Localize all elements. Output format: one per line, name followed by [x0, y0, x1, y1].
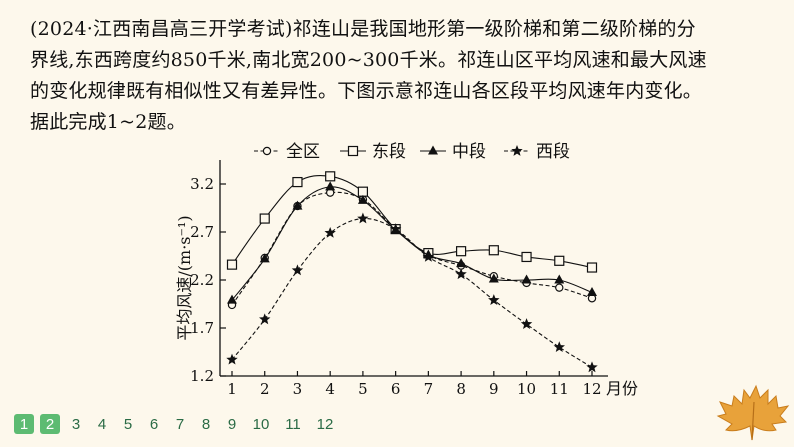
data-point: [259, 313, 271, 325]
page-link-5[interactable]: 5: [123, 415, 133, 433]
legend-marker: [262, 146, 272, 156]
data-point: [586, 262, 598, 273]
data-point: [554, 274, 565, 284]
data-point: [291, 264, 304, 276]
series-line-4: [231, 218, 593, 368]
x-tick-label: 4: [325, 380, 335, 398]
maple-leaf-icon: [716, 384, 790, 441]
legend-label: 东段: [372, 142, 406, 162]
x-tick-label: 5: [358, 380, 368, 398]
data-point: [325, 171, 336, 182]
data-point: [456, 258, 467, 268]
y-axis-label: 平均风速/(m·s⁻¹): [175, 215, 194, 340]
y-tick-label: 3.2: [190, 175, 214, 193]
data-point: [292, 200, 303, 210]
page-link-10[interactable]: 10: [252, 415, 270, 433]
data-point: [586, 361, 598, 373]
question-line: 界线,东西跨度约850千米,南北宽200~300千米。祁连山区平均风速和最大风速: [30, 49, 707, 71]
series-line-3: [231, 186, 593, 301]
page-navigation: 1 2 3 4 5 6 7 8 9 10 11 12: [14, 414, 344, 434]
data-point: [455, 246, 467, 257]
data-point: [554, 255, 565, 266]
data-point: [227, 294, 237, 304]
page-link-2[interactable]: 2: [40, 414, 60, 434]
legend-marker: [347, 145, 359, 157]
data-point: [488, 245, 499, 256]
y-tick-label: 2.7: [190, 223, 214, 241]
page-link-4[interactable]: 4: [97, 415, 107, 433]
data-point: [488, 294, 500, 306]
x-tick-label: 12: [582, 380, 601, 398]
data-point: [455, 268, 467, 280]
data-point: [259, 253, 270, 263]
y-tick-label: 2.2: [190, 271, 214, 289]
page-link-11[interactable]: 11: [285, 415, 301, 433]
data-point: [520, 318, 533, 330]
data-point: [226, 353, 238, 365]
question-line: 的变化规律既有相似性又有差异性。下图示意祁连山各区段平均风速年内变化。: [30, 80, 703, 102]
x-axis-unit: 月份: [606, 379, 638, 398]
page-link-3[interactable]: 3: [71, 415, 81, 433]
x-tick-label: 8: [456, 380, 466, 398]
x-tick-label: 7: [424, 380, 434, 398]
legend-label: 西段: [536, 142, 570, 162]
x-tick-label: 9: [489, 380, 499, 398]
legend-label: 全区: [286, 142, 320, 162]
legend-marker: [428, 145, 438, 155]
y-tick-label: 1.2: [190, 367, 214, 385]
page-link-7[interactable]: 7: [175, 415, 185, 433]
data-point: [389, 223, 402, 234]
question-line: 据此完成1~2题。: [30, 111, 186, 133]
data-point: [521, 251, 532, 263]
x-tick-label: 2: [260, 380, 270, 398]
x-tick-label: 6: [391, 380, 401, 398]
data-point: [357, 212, 369, 224]
x-tick-label: 3: [293, 380, 303, 398]
data-point: [325, 181, 336, 191]
data-point: [292, 176, 303, 188]
page-link-1[interactable]: 1: [14, 414, 34, 434]
data-point: [553, 341, 565, 353]
x-tick-label: 11: [550, 380, 569, 398]
data-point: [488, 273, 499, 283]
data-point: [587, 286, 597, 296]
page-link-9[interactable]: 9: [227, 415, 237, 433]
question-line: (2024·江西南昌高三开学考试)祁连山是我国地形第一级阶梯和第二级阶梯的分: [30, 18, 696, 40]
legend-marker: [511, 145, 523, 156]
page-link-12[interactable]: 12: [316, 415, 334, 433]
data-point: [226, 259, 238, 270]
data-point: [521, 274, 532, 284]
y-tick-label: 1.7: [190, 319, 214, 337]
x-tick-label: 10: [517, 380, 536, 398]
x-tick-label: 1: [227, 380, 237, 398]
legend-label: 中段: [452, 142, 486, 162]
page-link-6[interactable]: 6: [149, 415, 159, 433]
data-point: [555, 283, 564, 292]
question-text: (2024·江西南昌高三开学考试)祁连山是我国地形第一级阶梯和第二级阶梯的分 界…: [30, 14, 790, 138]
data-point: [422, 250, 435, 262]
data-point: [324, 226, 336, 238]
data-point: [259, 213, 270, 224]
series-line-1: [231, 191, 593, 306]
page-link-8[interactable]: 8: [201, 415, 211, 433]
data-point: [357, 194, 368, 204]
